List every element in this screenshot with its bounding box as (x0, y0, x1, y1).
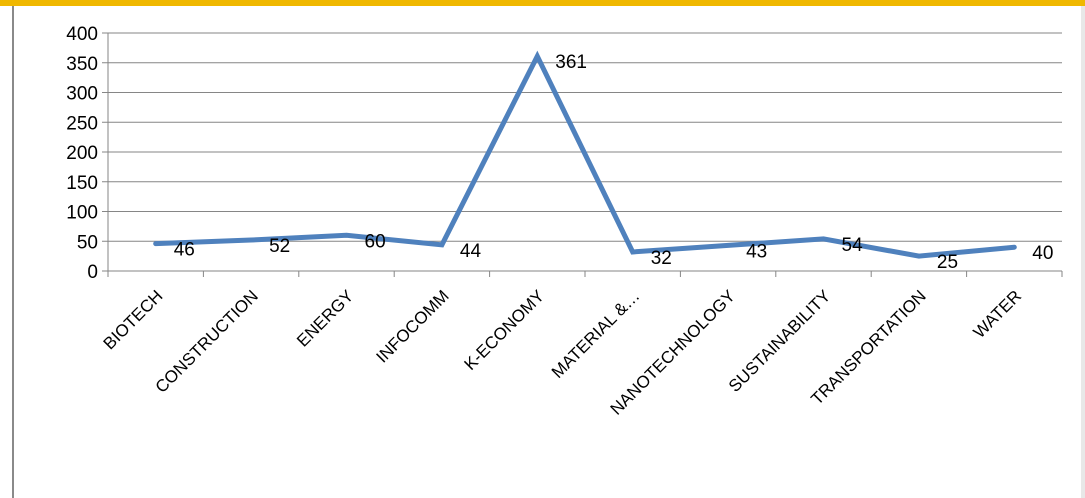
data-label-3: 44 (460, 241, 482, 262)
left-border (12, 6, 14, 498)
x-category-label-9: WATER (970, 286, 1026, 342)
y-tick-label-300: 300 (66, 84, 98, 105)
data-label-9: 40 (1032, 243, 1053, 264)
y-tick-label-0: 0 (87, 262, 98, 283)
x-category-label-0: BIOTECH (100, 286, 167, 353)
x-category-label-7: SUSTAINABILITY (725, 286, 834, 395)
y-tick-label-400: 400 (66, 24, 98, 45)
series-line-0 (153, 50, 1017, 259)
x-category-label-5: MATERIAL &… (548, 286, 644, 382)
right-border (1081, 6, 1085, 498)
data-label-6: 43 (746, 241, 767, 262)
data-label-5: 32 (651, 248, 672, 269)
y-tick-label-50: 50 (77, 232, 98, 253)
top-accent-bar (0, 0, 1085, 6)
data-label-7: 54 (842, 235, 864, 256)
y-tick-label-350: 350 (66, 54, 98, 75)
y-tick-label-200: 200 (66, 143, 98, 164)
y-tick-label-150: 150 (66, 173, 98, 194)
x-category-label-4: K-ECONOMY (461, 286, 549, 374)
x-category-label-3: INFOCOMM (373, 286, 453, 366)
data-label-1: 52 (269, 236, 290, 257)
y-tick-label-100: 100 (66, 203, 98, 224)
x-category-label-1: CONSTRUCTION (152, 286, 262, 396)
data-label-8: 25 (937, 252, 958, 273)
y-tick-label-250: 250 (66, 113, 98, 134)
data-label-2: 60 (365, 231, 386, 252)
x-category-label-2: ENERGY (293, 286, 357, 350)
data-label-0: 46 (174, 240, 195, 261)
data-label-4: 361 (555, 52, 587, 73)
